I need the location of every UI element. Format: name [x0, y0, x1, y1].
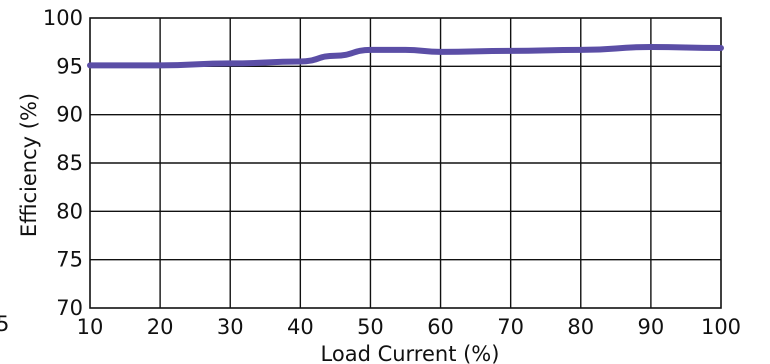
y-tick-label-70: 70 — [56, 296, 83, 320]
x-tick-label-80: 80 — [567, 315, 594, 339]
x-tick-label-50: 50 — [357, 315, 384, 339]
x-tick-label-30: 30 — [217, 315, 244, 339]
x-tick-label-20: 20 — [147, 315, 174, 339]
y-tick-label-100: 100 — [43, 6, 83, 30]
grid — [90, 18, 721, 308]
x-tick-label-100: 100 — [701, 315, 741, 339]
efficiency-line-0 — [87, 44, 724, 69]
plot-frame — [89, 17, 722, 309]
y-axis-label: Efficiency (%) — [17, 93, 41, 237]
y-tick-label-75: 75 — [56, 248, 83, 272]
x-tick-label-70: 70 — [497, 315, 524, 339]
x-axis-label: Load Current (%) — [321, 342, 500, 364]
series-group — [87, 44, 724, 69]
y-tick-label-90: 90 — [56, 103, 83, 127]
y-tick-label-95: 95 — [56, 54, 83, 78]
x-tick-labels: 10 20 30 40 50 60 70 80 90 100 — [77, 315, 741, 339]
x-tick-label-90: 90 — [638, 315, 665, 339]
stray-label: 5 — [0, 312, 9, 336]
y-tick-label-80: 80 — [56, 199, 83, 223]
y-tick-labels: 70 75 80 85 90 95 100 — [43, 6, 83, 320]
y-tick-label-85: 85 — [56, 151, 83, 175]
x-tick-label-60: 60 — [427, 315, 454, 339]
x-tick-label-40: 40 — [287, 315, 314, 339]
x-tick-label-10: 10 — [77, 315, 104, 339]
plot-border — [89, 17, 722, 309]
